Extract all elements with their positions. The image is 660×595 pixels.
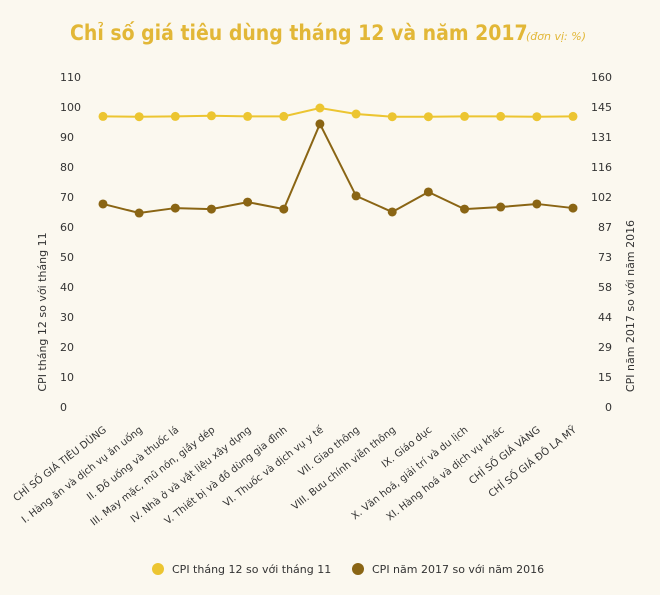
legend-marker bbox=[152, 563, 164, 575]
point bbox=[460, 111, 470, 121]
y-tick-label: 70 bbox=[60, 191, 74, 204]
point bbox=[387, 112, 397, 122]
point bbox=[496, 111, 506, 121]
x-tick-label: VII. Giao thông bbox=[296, 424, 362, 479]
point bbox=[351, 191, 361, 201]
point bbox=[134, 208, 144, 218]
series-line bbox=[102, 121, 574, 215]
y2-tick-label: 0 bbox=[605, 401, 612, 414]
y2-axis-title: CPI năm 2017 so với năm 2016 bbox=[624, 220, 637, 392]
y2-tick-label: 160 bbox=[591, 71, 612, 84]
y2-tick-label: 87 bbox=[598, 221, 612, 234]
point bbox=[532, 199, 542, 209]
point bbox=[243, 197, 253, 207]
y-tick-label: 110 bbox=[60, 71, 81, 84]
point bbox=[134, 112, 144, 122]
y2-tick-label: 44 bbox=[598, 311, 612, 324]
point bbox=[98, 199, 108, 209]
y-tick-label: 60 bbox=[60, 221, 74, 234]
legend-label: CPI tháng 12 so với tháng 11 bbox=[172, 563, 331, 576]
y-tick-label: 90 bbox=[60, 131, 74, 144]
point bbox=[98, 111, 108, 121]
point bbox=[496, 202, 506, 212]
y-tick-label: 20 bbox=[60, 341, 74, 354]
series-line bbox=[102, 106, 574, 118]
chart-subtitle: (đơn vị: %) bbox=[526, 30, 586, 43]
y2-tick-label: 73 bbox=[598, 251, 612, 264]
y-tick-label: 40 bbox=[60, 281, 74, 294]
y-tick-label: 100 bbox=[60, 101, 81, 114]
y2-tick-label: 102 bbox=[591, 191, 612, 204]
y2-tick-label: 131 bbox=[591, 131, 612, 144]
y-tick-label: 10 bbox=[60, 371, 74, 384]
point bbox=[279, 111, 289, 121]
point bbox=[568, 203, 578, 213]
chart-title: Chỉ số giá tiêu dùng tháng 12 và năm 201… bbox=[70, 21, 528, 45]
y-tick-label: 0 bbox=[60, 401, 67, 414]
y2-tick-label: 145 bbox=[591, 101, 612, 114]
y-tick-label: 30 bbox=[60, 311, 74, 324]
point bbox=[206, 111, 216, 121]
point bbox=[423, 187, 433, 197]
y2-tick-label: 116 bbox=[591, 161, 612, 174]
point bbox=[423, 112, 433, 122]
point bbox=[351, 109, 361, 119]
point bbox=[170, 203, 180, 213]
y-tick-label: 50 bbox=[60, 251, 74, 264]
point bbox=[460, 204, 470, 214]
point bbox=[170, 111, 180, 121]
legend-marker bbox=[352, 563, 364, 575]
point bbox=[315, 103, 325, 113]
y2-tick-label: 58 bbox=[598, 281, 612, 294]
point bbox=[387, 207, 397, 217]
point bbox=[206, 204, 216, 214]
point bbox=[315, 119, 325, 129]
y2-tick-label: 29 bbox=[598, 341, 612, 354]
y-tick-label: 80 bbox=[60, 161, 74, 174]
point bbox=[243, 111, 253, 121]
point bbox=[568, 111, 578, 121]
point bbox=[279, 204, 289, 214]
y2-tick-label: 15 bbox=[598, 371, 612, 384]
point bbox=[532, 112, 542, 122]
legend-label: CPI năm 2017 so với năm 2016 bbox=[372, 563, 544, 576]
y-axis-title: CPI tháng 12 so với tháng 11 bbox=[36, 232, 49, 391]
